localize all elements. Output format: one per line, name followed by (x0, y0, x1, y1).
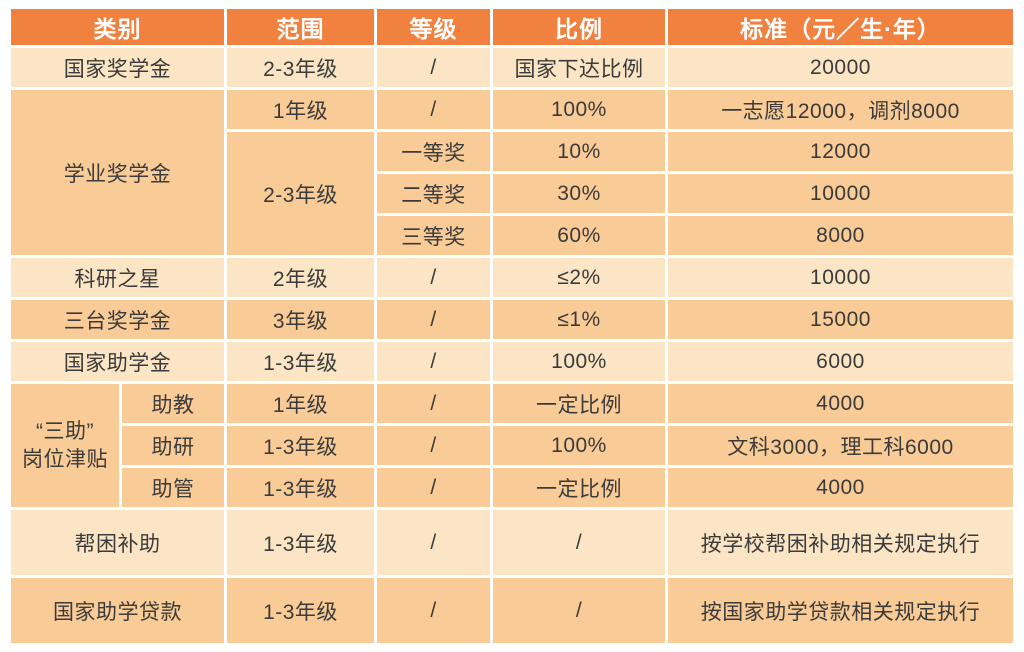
row-national-student-loan: 国家助学贷款 1-3年级 / / 按国家助学贷款相关规定执行 (11, 578, 1013, 643)
cell-admin-assist-standard: 4000 (668, 468, 1013, 507)
row-santai-scholarship: 三台奖学金 3年级 / ≤1% 15000 (11, 300, 1013, 339)
cell-teaching-assist-sub: 助教 (122, 384, 224, 423)
cell-teaching-assist-ratio: 一定比例 (493, 384, 665, 423)
cell-academic-category: 学业奖学金 (11, 90, 224, 255)
cell-research-assist-standard: 文科3000，理工科6000 (668, 426, 1013, 465)
row-three-assist-teaching: “三助” 岗位津贴 助教 1年级 / 一定比例 4000 (11, 384, 1013, 507)
cell-national-scholarship-category: 国家奖学金 (11, 48, 224, 87)
cell-admin-assist-ratio: 一定比例 (493, 468, 665, 507)
row-academic-second-prize: 二等奖 30% 10000 (11, 174, 1013, 213)
cell-hardship-level: / (377, 510, 490, 575)
cell-academic-third-ratio: 60% (493, 216, 665, 255)
header-standard: 标准（元／生·年） (668, 9, 1013, 45)
cell-research-assist-level: / (377, 426, 490, 465)
header-category: 类别 (11, 9, 224, 45)
cell-academic-second-level: 二等奖 (377, 174, 490, 213)
cell-national-scholarship-level: / (377, 48, 490, 87)
cell-academic-first-ratio: 10% (493, 132, 665, 171)
cell-santai-standard: 15000 (668, 300, 1013, 339)
cell-santai-range: 3年级 (227, 300, 374, 339)
row-academic-third-prize: 三等奖 60% 8000 (11, 216, 1013, 255)
cell-santai-category: 三台奖学金 (11, 300, 224, 339)
cell-national-scholarship-range: 2-3年级 (227, 48, 374, 87)
row-three-assist-research: 助研 1-3年级 / 100% 文科3000，理工科6000 (11, 426, 1013, 465)
cell-academic-year1-ratio: 100% (493, 90, 665, 129)
cell-hardship-range: 1-3年级 (227, 510, 374, 575)
row-national-grant: 国家助学金 1-3年级 / 100% 6000 (11, 342, 1013, 381)
cell-teaching-assist-range: 1年级 (227, 384, 374, 423)
cell-teaching-assist-standard: 4000 (668, 384, 1013, 423)
cell-academic-third-standard: 8000 (668, 216, 1013, 255)
row-three-assist-admin: 助管 1-3年级 / 一定比例 4000 (11, 468, 1013, 507)
cell-three-assist-category: “三助” 岗位津贴 (11, 384, 119, 507)
header-row: 类别 范围 等级 比例 标准（元／生·年） (11, 9, 1013, 45)
cell-loan-ratio: / (493, 578, 665, 643)
row-research-star: 科研之星 2年级 / ≤2% 10000 (11, 258, 1013, 297)
cell-academic-first-level: 一等奖 (377, 132, 490, 171)
cell-hardship-standard: 按学校帮困补助相关规定执行 (668, 510, 1013, 575)
row-academic-year1: 学业奖学金 1年级 / 100% 一志愿12000，调剂8000 (11, 90, 1013, 255)
cell-hardship-category: 帮困补助 (11, 510, 224, 575)
cell-admin-assist-range: 1-3年级 (227, 468, 374, 507)
cell-research-star-category: 科研之星 (11, 258, 224, 297)
row-national-scholarship: 国家奖学金 2-3年级 / 国家下达比例 20000 (11, 48, 1013, 87)
cell-loan-level: / (377, 578, 490, 643)
cell-national-grant-range: 1-3年级 (227, 342, 374, 381)
cell-loan-standard: 按国家助学贷款相关规定执行 (668, 578, 1013, 643)
cell-national-grant-level: / (377, 342, 490, 381)
header-ratio: 比例 (493, 9, 665, 45)
cell-academic-year1-level: / (377, 90, 490, 129)
cell-national-grant-category: 国家助学金 (11, 342, 224, 381)
cell-loan-range: 1-3年级 (227, 578, 374, 643)
cell-academic-second-ratio: 30% (493, 174, 665, 213)
cell-academic-first-standard: 12000 (668, 132, 1013, 171)
cell-academic-year1-standard: 一志愿12000，调剂8000 (668, 90, 1013, 129)
cell-research-star-standard: 10000 (668, 258, 1013, 297)
cell-santai-level: / (377, 300, 490, 339)
cell-academic-year23-range: 2-3年级 (227, 132, 374, 255)
cell-loan-category: 国家助学贷款 (11, 578, 224, 643)
cell-hardship-ratio: / (493, 510, 665, 575)
cell-research-assist-ratio: 100% (493, 426, 665, 465)
cell-academic-second-standard: 10000 (668, 174, 1013, 213)
scholarship-table: 类别 范围 等级 比例 标准（元／生·年） 国家奖学金 2-3年级 / 国家下达… (8, 6, 1016, 646)
cell-national-grant-ratio: 100% (493, 342, 665, 381)
header-range: 范围 (227, 9, 374, 45)
cell-research-star-ratio: ≤2% (493, 258, 665, 297)
cell-admin-assist-level: / (377, 468, 490, 507)
cell-academic-third-level: 三等奖 (377, 216, 490, 255)
header-level: 等级 (377, 9, 490, 45)
cell-research-assist-range: 1-3年级 (227, 426, 374, 465)
cell-research-assist-sub: 助研 (122, 426, 224, 465)
cell-academic-year1-range: 1年级 (227, 90, 374, 129)
cell-santai-ratio: ≤1% (493, 300, 665, 339)
cell-admin-assist-sub: 助管 (122, 468, 224, 507)
cell-national-scholarship-ratio: 国家下达比例 (493, 48, 665, 87)
row-academic-first-prize: 2-3年级 一等奖 10% 12000 (11, 132, 1013, 255)
row-hardship-subsidy: 帮困补助 1-3年级 / / 按学校帮困补助相关规定执行 (11, 510, 1013, 575)
cell-research-star-range: 2年级 (227, 258, 374, 297)
cell-research-star-level: / (377, 258, 490, 297)
cell-national-grant-standard: 6000 (668, 342, 1013, 381)
cell-teaching-assist-level: / (377, 384, 490, 423)
cell-national-scholarship-standard: 20000 (668, 48, 1013, 87)
